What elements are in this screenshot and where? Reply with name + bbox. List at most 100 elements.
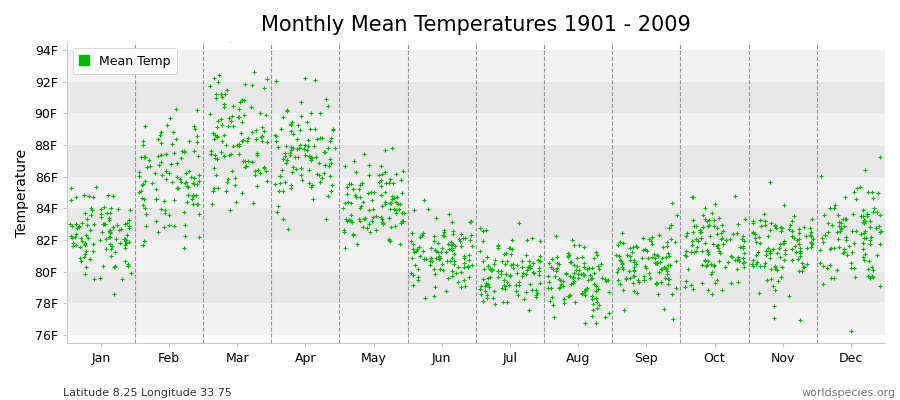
Point [695,262,709,268]
Point [630,276,644,283]
Point [497,251,511,258]
Point [860,211,875,218]
Point [178,222,193,228]
Point [531,256,545,263]
Point [622,268,636,274]
Point [515,264,529,270]
Point [69,231,84,237]
Point [179,178,194,185]
Point [374,216,389,222]
Point [417,256,431,262]
Point [719,237,733,243]
Point [505,246,519,252]
Point [220,122,235,129]
Point [177,245,192,251]
Point [389,207,403,213]
Point [186,148,201,154]
Point [853,213,868,219]
Point [438,288,453,294]
Point [383,200,398,206]
Point [792,240,806,247]
Point [247,69,261,75]
Point [446,241,461,247]
Point [757,211,771,217]
Point [217,153,231,159]
Point [484,267,499,274]
Point [98,246,112,252]
Point [465,262,480,269]
Point [567,242,581,248]
Point [326,126,340,132]
Point [698,256,712,263]
Point [391,200,405,207]
Point [792,268,806,274]
Point [616,286,631,293]
Point [698,205,712,211]
Point [294,172,309,178]
Point [648,259,662,266]
Point [839,233,853,240]
Point [293,127,308,133]
Point [453,238,467,244]
Point [858,250,872,257]
Point [764,219,778,226]
Point [619,274,634,281]
Point [803,224,817,231]
Point [222,207,237,213]
Point [723,236,737,242]
Point [424,245,438,252]
Point [457,260,472,266]
Point [276,156,291,163]
Point [554,280,568,287]
Point [497,277,511,283]
Point [804,240,818,246]
Point [283,152,297,159]
Point [868,224,883,231]
Point [225,113,239,119]
Point [154,206,168,212]
Point [585,293,599,299]
Point [162,212,176,218]
Point [374,162,389,169]
Point [730,257,744,264]
Point [860,213,874,220]
Point [861,272,876,279]
Point [749,260,763,267]
Point [410,266,425,272]
Point [644,238,659,244]
Point [746,256,760,263]
Point [174,179,188,186]
Point [661,276,675,282]
Point [758,260,772,266]
Point [396,218,410,224]
Point [733,244,747,250]
Point [270,202,284,209]
Point [580,286,594,292]
Point [122,239,136,245]
Point [705,210,719,216]
Point [203,82,218,89]
Point [280,156,294,163]
Point [284,119,299,126]
Point [637,262,652,269]
Point [117,236,131,242]
Point [73,255,87,262]
Point [480,292,494,298]
Point [836,216,850,222]
Point [773,274,788,280]
Point [750,259,764,265]
Point [753,216,768,223]
Point [322,162,337,169]
Point [661,281,675,287]
Point [174,155,188,162]
Point [268,77,283,84]
Point [629,243,643,250]
Point [374,192,388,198]
Point [360,225,374,231]
Point [557,300,572,307]
Point [848,274,862,280]
Point [856,213,870,220]
Point [442,211,456,218]
Point [376,220,391,227]
Point [694,228,708,235]
